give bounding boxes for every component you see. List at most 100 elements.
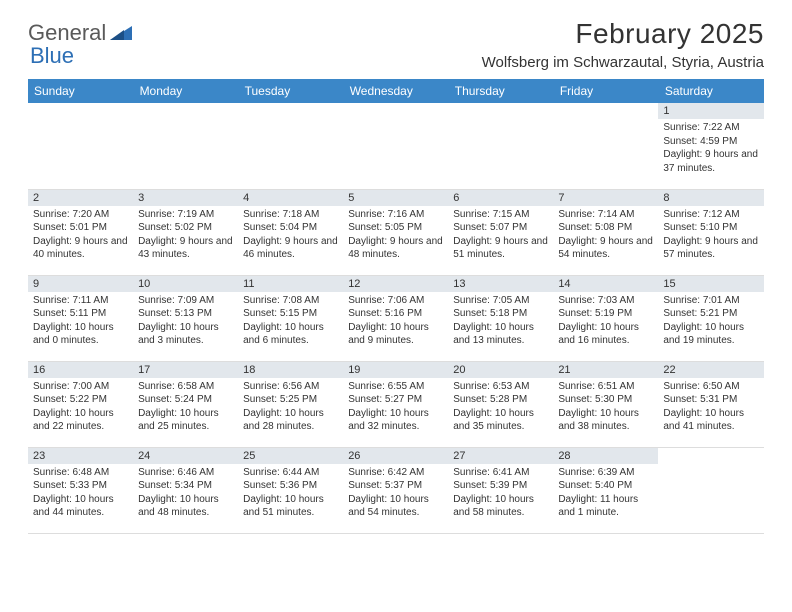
logo-text-block: General Blue — [28, 22, 132, 68]
calendar-day-cell: 9Sunrise: 7:11 AMSunset: 5:11 PMDaylight… — [28, 275, 133, 361]
calendar-day-cell: 27Sunrise: 6:41 AMSunset: 5:39 PMDayligh… — [448, 447, 553, 533]
day-number: 18 — [238, 362, 343, 378]
calendar-day-cell: 3Sunrise: 7:19 AMSunset: 5:02 PMDaylight… — [133, 189, 238, 275]
sunset-text: Sunset: 5:28 PM — [453, 393, 548, 407]
calendar-day-cell: 12Sunrise: 7:06 AMSunset: 5:16 PMDayligh… — [343, 275, 448, 361]
sunrise-text: Sunrise: 6:56 AM — [243, 380, 338, 394]
logo-triangle-icon — [110, 26, 132, 45]
sunset-text: Sunset: 5:11 PM — [33, 307, 128, 321]
daylight-text: Daylight: 10 hours and 54 minutes. — [348, 493, 443, 520]
sunrise-text: Sunrise: 7:18 AM — [243, 208, 338, 222]
calendar-day-cell: 7Sunrise: 7:14 AMSunset: 5:08 PMDaylight… — [553, 189, 658, 275]
day-details: Sunrise: 6:50 AMSunset: 5:31 PMDaylight:… — [658, 378, 763, 438]
day-details: Sunrise: 7:03 AMSunset: 5:19 PMDaylight:… — [553, 292, 658, 352]
calendar-day-cell: 17Sunrise: 6:58 AMSunset: 5:24 PMDayligh… — [133, 361, 238, 447]
sunrise-text: Sunrise: 7:15 AM — [453, 208, 548, 222]
calendar-body: 1Sunrise: 7:22 AMSunset: 4:59 PMDaylight… — [28, 103, 764, 533]
daylight-text: Daylight: 10 hours and 48 minutes. — [138, 493, 233, 520]
daylight-text: Daylight: 9 hours and 54 minutes. — [558, 235, 653, 262]
calendar-day-cell: 19Sunrise: 6:55 AMSunset: 5:27 PMDayligh… — [343, 361, 448, 447]
daylight-text: Daylight: 10 hours and 0 minutes. — [33, 321, 128, 348]
day-details: Sunrise: 6:42 AMSunset: 5:37 PMDaylight:… — [343, 464, 448, 524]
logo: General Blue — [28, 18, 132, 68]
day-header: Monday — [133, 79, 238, 103]
sunrise-text: Sunrise: 7:14 AM — [558, 208, 653, 222]
sunrise-text: Sunrise: 7:09 AM — [138, 294, 233, 308]
day-number: 9 — [28, 276, 133, 292]
day-number: 4 — [238, 190, 343, 206]
calendar-day-cell: 5Sunrise: 7:16 AMSunset: 5:05 PMDaylight… — [343, 189, 448, 275]
sunset-text: Sunset: 5:36 PM — [243, 479, 338, 493]
sunrise-text: Sunrise: 7:08 AM — [243, 294, 338, 308]
day-details: Sunrise: 6:58 AMSunset: 5:24 PMDaylight:… — [133, 378, 238, 438]
sunrise-text: Sunrise: 7:03 AM — [558, 294, 653, 308]
day-number: 1 — [658, 103, 763, 119]
day-number: 13 — [448, 276, 553, 292]
calendar-week-row: 16Sunrise: 7:00 AMSunset: 5:22 PMDayligh… — [28, 361, 764, 447]
sunrise-text: Sunrise: 6:42 AM — [348, 466, 443, 480]
calendar-day-cell: 14Sunrise: 7:03 AMSunset: 5:19 PMDayligh… — [553, 275, 658, 361]
calendar-day-cell: 4Sunrise: 7:18 AMSunset: 5:04 PMDaylight… — [238, 189, 343, 275]
sunrise-text: Sunrise: 7:16 AM — [348, 208, 443, 222]
calendar-day-cell: 11Sunrise: 7:08 AMSunset: 5:15 PMDayligh… — [238, 275, 343, 361]
daylight-text: Daylight: 9 hours and 48 minutes. — [348, 235, 443, 262]
sunset-text: Sunset: 5:19 PM — [558, 307, 653, 321]
sunrise-text: Sunrise: 6:44 AM — [243, 466, 338, 480]
daylight-text: Daylight: 10 hours and 25 minutes. — [138, 407, 233, 434]
calendar-day-cell — [658, 447, 763, 533]
day-details: Sunrise: 7:00 AMSunset: 5:22 PMDaylight:… — [28, 378, 133, 438]
sunset-text: Sunset: 5:22 PM — [33, 393, 128, 407]
calendar-day-cell: 18Sunrise: 6:56 AMSunset: 5:25 PMDayligh… — [238, 361, 343, 447]
sunset-text: Sunset: 5:25 PM — [243, 393, 338, 407]
sunset-text: Sunset: 5:34 PM — [138, 479, 233, 493]
day-number: 20 — [448, 362, 553, 378]
day-number: 7 — [553, 190, 658, 206]
calendar-week-row: 2Sunrise: 7:20 AMSunset: 5:01 PMDaylight… — [28, 189, 764, 275]
day-details: Sunrise: 7:05 AMSunset: 5:18 PMDaylight:… — [448, 292, 553, 352]
sunset-text: Sunset: 5:21 PM — [663, 307, 758, 321]
day-number: 10 — [133, 276, 238, 292]
day-details: Sunrise: 6:56 AMSunset: 5:25 PMDaylight:… — [238, 378, 343, 438]
daylight-text: Daylight: 10 hours and 35 minutes. — [453, 407, 548, 434]
calendar-day-cell: 21Sunrise: 6:51 AMSunset: 5:30 PMDayligh… — [553, 361, 658, 447]
calendar-day-cell — [448, 103, 553, 189]
sunrise-text: Sunrise: 6:46 AM — [138, 466, 233, 480]
daylight-text: Daylight: 10 hours and 58 minutes. — [453, 493, 548, 520]
daylight-text: Daylight: 9 hours and 40 minutes. — [33, 235, 128, 262]
sunset-text: Sunset: 5:40 PM — [558, 479, 653, 493]
calendar-page: General Blue February 2025 Wolfsberg im … — [0, 0, 792, 544]
sunrise-text: Sunrise: 6:51 AM — [558, 380, 653, 394]
calendar-day-cell: 10Sunrise: 7:09 AMSunset: 5:13 PMDayligh… — [133, 275, 238, 361]
day-number: 27 — [448, 448, 553, 464]
sunrise-text: Sunrise: 7:05 AM — [453, 294, 548, 308]
logo-text-blue: Blue — [30, 43, 74, 68]
day-details: Sunrise: 7:06 AMSunset: 5:16 PMDaylight:… — [343, 292, 448, 352]
sunrise-text: Sunrise: 7:01 AM — [663, 294, 758, 308]
calendar-day-cell — [133, 103, 238, 189]
daylight-text: Daylight: 10 hours and 22 minutes. — [33, 407, 128, 434]
day-details: Sunrise: 7:08 AMSunset: 5:15 PMDaylight:… — [238, 292, 343, 352]
day-header: Tuesday — [238, 79, 343, 103]
day-details: Sunrise: 6:41 AMSunset: 5:39 PMDaylight:… — [448, 464, 553, 524]
day-header: Thursday — [448, 79, 553, 103]
daylight-text: Daylight: 10 hours and 28 minutes. — [243, 407, 338, 434]
daylight-text: Daylight: 9 hours and 37 minutes. — [663, 148, 758, 175]
header: General Blue February 2025 Wolfsberg im … — [28, 18, 764, 71]
sunset-text: Sunset: 4:59 PM — [663, 135, 758, 149]
calendar-table: Sunday Monday Tuesday Wednesday Thursday… — [28, 79, 764, 534]
daylight-text: Daylight: 10 hours and 16 minutes. — [558, 321, 653, 348]
day-number — [553, 103, 658, 107]
daylight-text: Daylight: 10 hours and 13 minutes. — [453, 321, 548, 348]
calendar-day-cell: 6Sunrise: 7:15 AMSunset: 5:07 PMDaylight… — [448, 189, 553, 275]
sunrise-text: Sunrise: 7:11 AM — [33, 294, 128, 308]
day-details: Sunrise: 7:11 AMSunset: 5:11 PMDaylight:… — [28, 292, 133, 352]
day-header: Saturday — [658, 79, 763, 103]
calendar-day-cell: 26Sunrise: 6:42 AMSunset: 5:37 PMDayligh… — [343, 447, 448, 533]
sunset-text: Sunset: 5:07 PM — [453, 221, 548, 235]
day-number: 21 — [553, 362, 658, 378]
daylight-text: Daylight: 10 hours and 44 minutes. — [33, 493, 128, 520]
day-number: 17 — [133, 362, 238, 378]
sunrise-text: Sunrise: 6:39 AM — [558, 466, 653, 480]
day-number — [28, 103, 133, 107]
day-details: Sunrise: 7:18 AMSunset: 5:04 PMDaylight:… — [238, 206, 343, 266]
